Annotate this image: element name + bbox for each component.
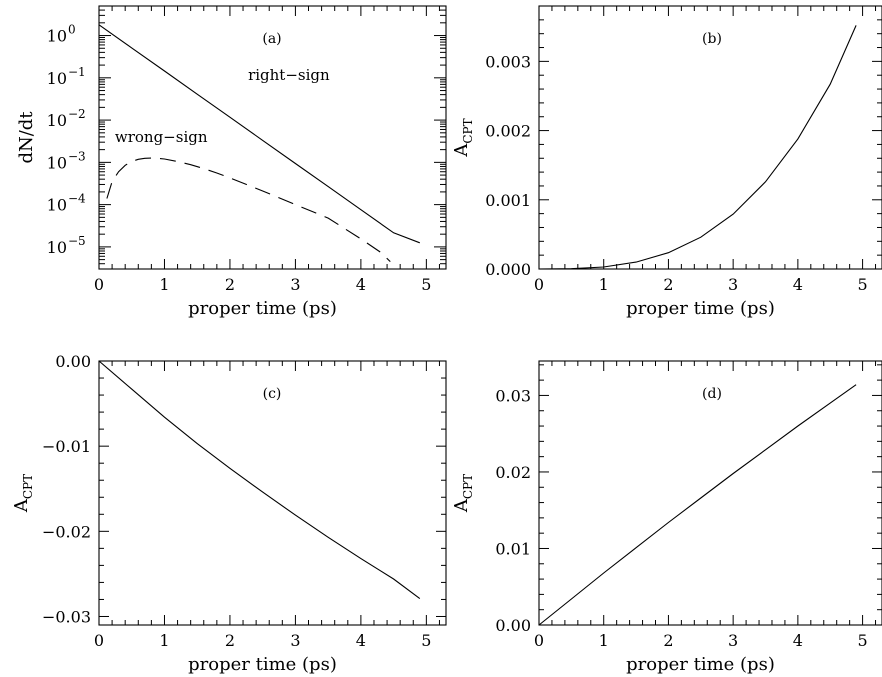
y-axis-title: ACPT — [451, 118, 475, 157]
panel-label: (c) — [263, 386, 282, 402]
series-line-solid — [98, 24, 420, 244]
series-line-solid — [538, 25, 857, 270]
y-tick-exponent: −4 — [68, 192, 86, 206]
x-tick-label: 5 — [857, 275, 867, 294]
y-tick-label: −0.03 — [42, 607, 91, 626]
y-tick-exponent: −1 — [68, 65, 86, 79]
x-axis-title: proper time (ps) — [188, 654, 337, 675]
y-tick-label: 10 — [47, 111, 67, 130]
x-tick-label: 1 — [159, 275, 169, 294]
y-tick-label: −0.01 — [42, 437, 91, 456]
x-tick-label: 3 — [290, 275, 300, 294]
annotation-label: right−sign — [248, 66, 330, 84]
y-axis-title: ACPT — [11, 474, 35, 513]
y-axis-title: dN/dt — [16, 111, 37, 164]
plot-frame — [538, 5, 882, 270]
x-tick-label: 1 — [599, 631, 609, 650]
x-tick-label: 3 — [728, 631, 738, 650]
y-tick-label: 10 — [47, 238, 67, 257]
x-tick-label: 2 — [225, 631, 235, 650]
y-tick-label: 10 — [47, 27, 67, 46]
y-axis-title-main: A — [451, 498, 472, 513]
y-tick-exponent: −2 — [68, 107, 86, 121]
x-tick-label: 3 — [728, 275, 738, 294]
x-tick-label: 3 — [290, 631, 300, 650]
y-axis-title: ACPT — [451, 474, 475, 513]
plot-frame — [538, 360, 882, 626]
y-tick-label: 0.001 — [485, 191, 531, 210]
annotation-label: wrong−sign — [115, 128, 208, 146]
y-tick-label: −0.02 — [42, 522, 91, 541]
x-tick-label: 5 — [421, 275, 431, 294]
x-tick-label: 4 — [793, 631, 803, 650]
x-tick-label: 0 — [534, 631, 544, 650]
x-axis-title: proper time (ps) — [626, 654, 775, 675]
y-tick-base: 10 — [47, 238, 67, 257]
series-line-solid — [98, 360, 421, 600]
x-tick-label: 0 — [534, 275, 544, 294]
y-tick-label: 10 — [47, 196, 67, 215]
panel-label: (a) — [262, 31, 281, 47]
y-tick-base: 10 — [47, 153, 67, 172]
y-tick-label: 0.03 — [495, 386, 531, 405]
x-tick-label: 0 — [94, 275, 104, 294]
x-tick-label: 5 — [857, 631, 867, 650]
y-axis-title-subscript: CPT — [461, 118, 475, 143]
x-tick-label: 2 — [225, 275, 235, 294]
y-axis-title-main: A — [451, 143, 472, 158]
x-axis-title: proper time (ps) — [626, 298, 775, 319]
x-tick-label: 0 — [94, 631, 104, 650]
panel-label: (b) — [702, 31, 722, 47]
y-tick-base: 10 — [47, 27, 67, 46]
y-tick-label: 0.02 — [495, 463, 531, 482]
y-axis-title-main: dN/dt — [16, 111, 37, 164]
y-tick-label: 0.00 — [495, 616, 531, 635]
y-axis-title-subscript: CPT — [461, 474, 475, 499]
plot-frame — [98, 360, 447, 626]
series-line-dashed — [106, 157, 391, 262]
x-tick-label: 4 — [356, 631, 366, 650]
plot-frame — [98, 5, 447, 270]
y-tick-label: 10 — [47, 69, 67, 88]
y-tick-base: 10 — [47, 196, 67, 215]
y-tick-label: 0.003 — [485, 52, 531, 71]
y-tick-base: 10 — [47, 111, 67, 130]
y-tick-exponent: −5 — [68, 234, 86, 248]
x-tick-label: 4 — [356, 275, 366, 294]
y-axis-title-main: A — [11, 498, 32, 513]
x-tick-label: 2 — [663, 275, 673, 294]
y-tick-exponent: −3 — [68, 149, 86, 163]
series-line-solid — [538, 384, 857, 626]
panel-label: (d) — [702, 386, 722, 402]
y-axis-title-subscript: CPT — [21, 474, 35, 499]
x-tick-label: 4 — [793, 275, 803, 294]
x-tick-label: 5 — [421, 631, 431, 650]
y-tick-label: 0.002 — [485, 122, 531, 141]
y-tick-exponent: 0 — [68, 23, 76, 37]
y-tick-base: 10 — [47, 69, 67, 88]
x-tick-label: 1 — [599, 275, 609, 294]
chart-panel-d: 0 1 2 3 4 5 0.00 0.01 0.02 0.03 proper time (ps) AC… — [451, 360, 882, 675]
x-axis-title: proper time (ps) — [188, 298, 337, 319]
y-tick-label: 10 — [47, 153, 67, 172]
y-tick-label: 0.000 — [485, 260, 531, 279]
y-tick-label: 0.01 — [495, 539, 531, 558]
chart-panel-c: 0 1 2 3 4 5 0.00 −0.01 −0.02 −0.03 proper time (ps… — [11, 352, 447, 675]
chart-panel-b: 0 1 2 3 4 5 0.000 0.001 0.002 0.003 proper time (p… — [451, 5, 882, 319]
y-tick-label: 0.00 — [55, 352, 91, 371]
x-tick-label: 1 — [159, 631, 169, 650]
x-tick-label: 2 — [663, 631, 673, 650]
